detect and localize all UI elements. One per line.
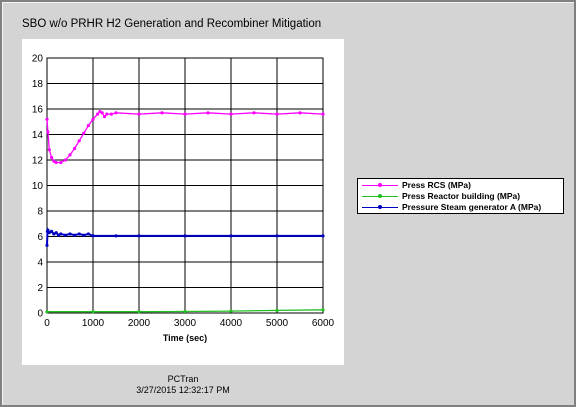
legend-label-press-rcs: Press RCS (MPa) — [402, 180, 471, 190]
series-0-point — [46, 130, 50, 134]
series-0-point — [54, 160, 58, 165]
legend-label-pressure-steam-generator-a: Pressure Steam generator A (MPa) — [402, 202, 542, 212]
series-2-point — [50, 229, 54, 233]
x-tick-label: 5000 — [266, 318, 289, 329]
y-tick-label: 20 — [32, 54, 44, 65]
series-2-point — [137, 234, 141, 238]
series-0-point — [298, 111, 302, 115]
series-1-point — [45, 310, 49, 314]
x-tick-label: 0 — [44, 318, 50, 329]
series-0-point — [68, 153, 72, 157]
legend-item-pressure-steam-generator-a: Pressure Steam generator A (MPa) — [360, 202, 561, 213]
y-tick-label: 8 — [37, 207, 43, 218]
y-tick-label: 14 — [32, 130, 44, 141]
series-0-point — [63, 158, 67, 162]
y-tick-label: 2 — [37, 283, 43, 294]
series-0-point — [206, 111, 210, 115]
footer-app-name: PCTran — [167, 374, 199, 384]
series-1-point — [91, 310, 95, 314]
series-1-point — [321, 308, 325, 312]
series-2-point — [77, 232, 81, 236]
series-0-point — [183, 112, 187, 116]
series-2-point — [82, 233, 86, 237]
series-1-point — [275, 308, 279, 313]
line-chart: 0 2 4 6 8 10 12 14 16 18 20 0 1000 2000 3000 4000 5000 60… — [32, 54, 335, 344]
series-0-point — [86, 123, 90, 128]
series-2-point — [229, 234, 233, 238]
series-2-point — [321, 234, 325, 238]
series-2-point — [91, 234, 95, 238]
legend-item-press-rcs: Press RCS (MPa) — [360, 180, 561, 191]
y-tick-label: 4 — [37, 258, 43, 269]
series-2-point — [68, 232, 72, 236]
legend-marker-pressure-steam-generator-a — [378, 205, 382, 209]
y-tick-label: 16 — [32, 105, 44, 116]
series-2-point — [54, 231, 58, 235]
legend-marker-press-rcs — [378, 183, 382, 187]
legend-marker-press-reactor-building — [378, 194, 382, 198]
legend-item-press-reactor-building: Press Reactor building (MPa) — [360, 191, 561, 202]
series-2-point — [63, 233, 67, 237]
series-0-point — [114, 111, 118, 115]
series-0-point — [82, 131, 86, 135]
series-0-point — [47, 148, 51, 152]
series-0-point — [137, 112, 141, 116]
legend: Press RCS (MPa) Press Reactor building (… — [357, 178, 564, 214]
series-2-point — [59, 232, 63, 236]
series-1-point — [137, 310, 141, 314]
series-0-point — [102, 115, 107, 119]
y-tick-label: 10 — [32, 181, 44, 192]
series-0-point — [109, 112, 113, 116]
footer: PCTran 3/27/2015 12:32:17 PM — [94, 374, 272, 396]
series-0-point — [59, 160, 63, 165]
x-tick-label: 4000 — [220, 318, 243, 329]
series-0-point — [321, 112, 325, 116]
series-1-point — [229, 309, 233, 313]
series-0-point — [77, 139, 81, 143]
series-2-point — [45, 243, 49, 248]
series-2-point — [86, 232, 90, 236]
series-0-point — [275, 112, 279, 116]
series-0-point — [252, 111, 256, 115]
legend-label-press-reactor-building: Press Reactor building (MPa) — [402, 191, 521, 201]
series-2-point — [183, 234, 187, 238]
series-0-point — [229, 112, 233, 116]
y-tick-label: 6 — [37, 232, 43, 243]
series-1-point — [183, 309, 187, 314]
series-0-point — [73, 146, 77, 151]
series-0-point — [160, 111, 164, 115]
footer-timestamp: 3/27/2015 12:32:17 PM — [136, 385, 230, 395]
series-2-point — [73, 233, 77, 237]
chart-title: SBO w/o PRHR H2 Generation and Recombine… — [22, 18, 322, 30]
x-tick-label: 6000 — [312, 318, 335, 329]
series-0-point — [100, 111, 104, 115]
x-tick-label: 3000 — [174, 318, 197, 329]
series-0-point — [91, 117, 95, 121]
plot-panel: 0 2 4 6 8 10 12 14 16 18 20 0 1000 2000 3000 4000 5000 60… — [22, 39, 344, 365]
series-0-point — [50, 155, 54, 160]
series-0-point — [96, 112, 100, 116]
series-0-point — [45, 117, 49, 121]
x-tick-label: 1000 — [82, 318, 105, 329]
series-0-point — [105, 112, 109, 116]
x-axis-label: Time (sec) — [163, 333, 207, 343]
series-2-point — [46, 228, 50, 232]
y-tick-label: 0 — [37, 309, 43, 320]
y-tick-label: 18 — [32, 79, 44, 90]
y-tick-label: 12 — [32, 156, 44, 167]
series-2-point — [114, 234, 118, 238]
series-2-point — [275, 234, 279, 238]
x-tick-label: 2000 — [128, 318, 151, 329]
